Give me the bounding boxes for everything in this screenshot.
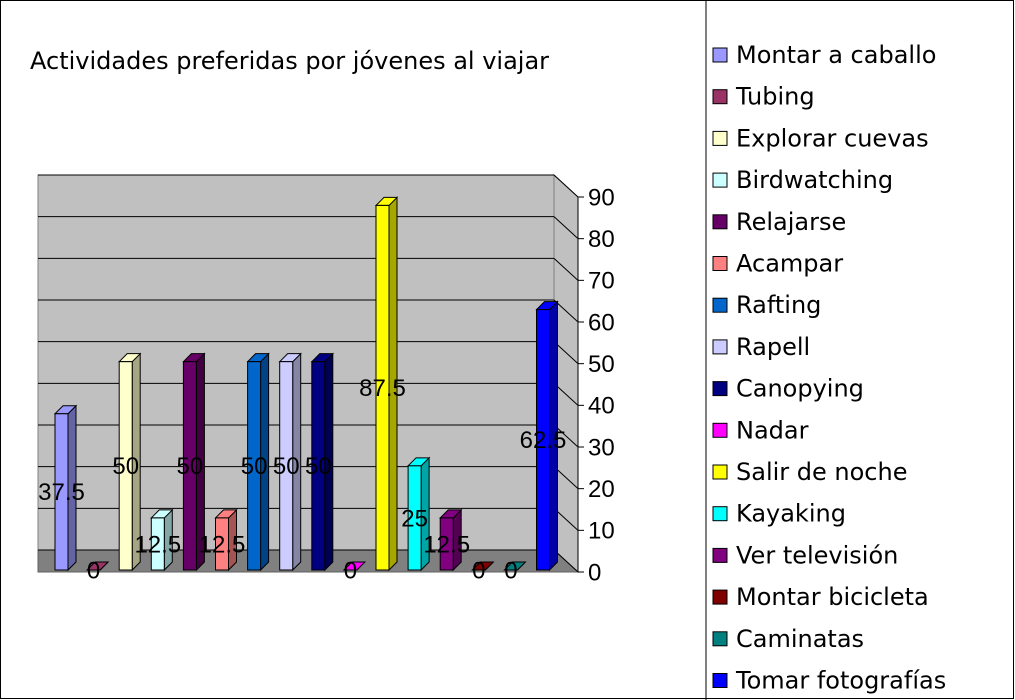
y-tick-label: 60 (588, 309, 615, 336)
legend-swatch (712, 631, 728, 647)
data-label: 12.5 (423, 531, 470, 558)
legend-swatch (712, 89, 728, 105)
legend-label: Kayaking (736, 500, 846, 528)
bar-side-shade (132, 353, 141, 570)
y-tick-label: 0 (588, 559, 601, 586)
y-tick-label: 70 (588, 268, 615, 295)
bar-side-shade (324, 353, 333, 570)
legend-swatch (712, 297, 728, 313)
bar (182, 361, 197, 571)
data-label: 87.5 (359, 375, 406, 402)
bar (215, 517, 229, 571)
bar-side-shade (292, 353, 301, 570)
data-label: 12.5 (199, 531, 246, 558)
data-label: 25 (401, 505, 428, 532)
legend-label: Nadar (736, 416, 809, 444)
legend-label: Rapell (736, 333, 810, 361)
legend-label: Ver televisión (736, 541, 898, 569)
bar-side-shade (260, 353, 269, 570)
bar-side-shade (389, 197, 397, 570)
legend-swatch (712, 422, 728, 438)
data-label: 12.5 (134, 531, 181, 558)
legend-label: Montar a caballo (736, 41, 936, 69)
legend-swatch (712, 256, 728, 271)
legend-swatch (712, 673, 728, 688)
legend-label: Explorar cuevas (736, 124, 929, 152)
legend-swatch (712, 589, 728, 605)
bar-side-shade (164, 509, 173, 570)
bar-side-shade (421, 457, 430, 570)
bar-top (471, 561, 495, 571)
bar-top (503, 561, 527, 571)
chart-title: Actividades preferidas por jóvenes al vi… (30, 47, 549, 75)
data-label: 0 (344, 557, 357, 584)
legend-label: Montar bicicleta (736, 583, 929, 611)
data-label: 0 (504, 557, 517, 584)
legend-swatch (712, 214, 728, 230)
bar (247, 361, 262, 571)
y-tick-label: 90 (588, 184, 615, 211)
data-label: 0 (472, 557, 485, 584)
bar (439, 517, 454, 571)
legend-label: Birdwatching (736, 166, 893, 194)
data-label: 50 (177, 453, 204, 480)
legend-swatch (712, 130, 728, 146)
bar (54, 413, 69, 571)
bar (536, 309, 550, 571)
legend-label: Relajarse (736, 208, 846, 236)
legend-swatch (712, 339, 728, 355)
data-label: 50 (112, 453, 139, 480)
legend-label: Salir de noche (736, 458, 907, 486)
data-label: 50 (273, 453, 300, 480)
bar-top (342, 561, 367, 571)
y-tick-label: 80 (588, 226, 615, 253)
bar-side-shade (453, 509, 462, 570)
bar (150, 517, 165, 571)
bar-side-shade (196, 353, 205, 570)
legend-label: Tubing (735, 83, 815, 111)
bar (407, 465, 422, 571)
y-tick-label: 10 (588, 518, 615, 545)
legend-label: Tomar fotografías (735, 667, 946, 695)
bar (118, 361, 133, 571)
legend-swatch (712, 464, 728, 480)
legend-label: Canopying (736, 375, 864, 403)
legend-swatch (712, 506, 728, 522)
legend-swatch (712, 172, 728, 188)
bar (311, 361, 326, 571)
bar (375, 204, 390, 571)
y-tick-label: 40 (588, 393, 615, 420)
grid-line (553, 174, 579, 198)
data-label: 0 (87, 557, 100, 584)
bar (279, 361, 294, 571)
y-tick-label: 50 (588, 351, 615, 378)
data-label: 37.5 (38, 479, 85, 506)
bar-top (85, 561, 110, 571)
data-label: 50 (305, 453, 332, 480)
grid-line (553, 216, 579, 240)
bar-side-shade (228, 509, 237, 570)
legend-swatch (712, 381, 728, 397)
legend-swatch (712, 47, 728, 63)
y-tick-label: 20 (588, 476, 615, 503)
legend-label: Acampar (736, 250, 843, 278)
bar-side-shade (68, 405, 76, 570)
data-label: 62.5 (520, 427, 567, 454)
grid-line (553, 257, 579, 281)
y-tick-label: 30 (588, 434, 615, 461)
legend-swatch (712, 547, 728, 563)
legend-label: Caminatas (736, 625, 864, 653)
data-label: 50 (241, 453, 268, 480)
legend-label: Rafting (736, 291, 821, 319)
bar-side-shade (549, 301, 558, 570)
